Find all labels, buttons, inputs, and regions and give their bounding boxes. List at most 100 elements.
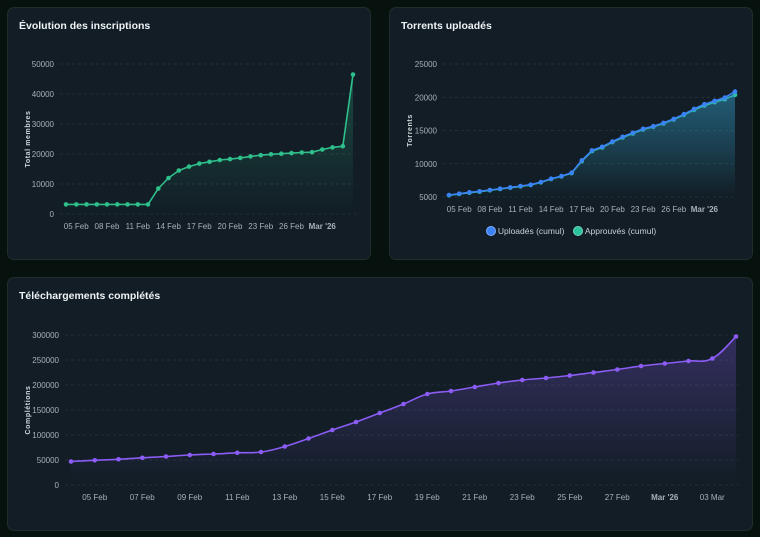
- data-point[interactable]: [691, 106, 697, 112]
- data-point[interactable]: [211, 451, 216, 457]
- data-point[interactable]: [733, 334, 739, 339]
- data-point[interactable]: [662, 361, 668, 366]
- data-point[interactable]: [538, 179, 544, 185]
- data-point[interactable]: [258, 449, 264, 455]
- data-point[interactable]: [258, 152, 264, 158]
- data-point[interactable]: [330, 427, 335, 433]
- data-point[interactable]: [401, 401, 406, 407]
- data-point[interactable]: [638, 363, 644, 369]
- data-point[interactable]: [207, 159, 212, 165]
- data-point[interactable]: [156, 186, 161, 191]
- data-point[interactable]: [140, 455, 145, 461]
- y-tick-label: 50000: [32, 60, 55, 69]
- data-point[interactable]: [163, 454, 169, 459]
- x-tick-label: 17 Feb: [569, 205, 594, 214]
- data-point[interactable]: [589, 148, 595, 153]
- data-point[interactable]: [599, 144, 605, 150]
- data-point[interactable]: [712, 98, 717, 104]
- data-point[interactable]: [84, 202, 89, 207]
- data-point[interactable]: [681, 111, 687, 117]
- data-point[interactable]: [425, 391, 430, 397]
- data-point[interactable]: [309, 149, 315, 155]
- data-point[interactable]: [630, 130, 636, 136]
- data-point[interactable]: [350, 72, 356, 77]
- data-point[interactable]: [591, 370, 596, 375]
- data-point[interactable]: [74, 202, 79, 207]
- data-point[interactable]: [353, 419, 359, 425]
- y-tick-label: 200000: [32, 381, 59, 390]
- data-point[interactable]: [548, 176, 554, 181]
- data-point[interactable]: [116, 457, 121, 462]
- data-point[interactable]: [446, 192, 452, 198]
- data-point[interactable]: [235, 450, 240, 456]
- data-point[interactable]: [63, 202, 69, 207]
- y-tick-label: 250000: [32, 356, 59, 365]
- data-point[interactable]: [651, 123, 656, 129]
- data-point[interactable]: [472, 384, 478, 390]
- data-point[interactable]: [115, 202, 120, 207]
- data-point[interactable]: [569, 170, 574, 175]
- data-point[interactable]: [448, 388, 454, 394]
- data-point[interactable]: [187, 452, 193, 458]
- data-point[interactable]: [145, 202, 151, 207]
- data-point[interactable]: [732, 89, 738, 94]
- data-point[interactable]: [282, 444, 288, 449]
- data-point[interactable]: [671, 116, 676, 122]
- data-point[interactable]: [686, 358, 691, 364]
- data-point[interactable]: [94, 202, 100, 207]
- data-point[interactable]: [620, 134, 625, 140]
- data-point[interactable]: [640, 126, 646, 132]
- data-point[interactable]: [299, 150, 305, 155]
- legend-label: Approuvés (cumul): [584, 226, 657, 236]
- legend-label: Uploadés (cumul): [497, 226, 565, 236]
- data-point[interactable]: [227, 156, 233, 162]
- y-tick-label: 0: [50, 210, 55, 219]
- data-point[interactable]: [467, 190, 472, 195]
- data-point[interactable]: [125, 202, 130, 207]
- data-point[interactable]: [610, 139, 615, 144]
- data-point[interactable]: [722, 95, 728, 100]
- data-point[interactable]: [238, 155, 243, 161]
- data-point[interactable]: [289, 150, 294, 156]
- legend-item-approved[interactable]: Approuvés (cumul): [572, 226, 657, 236]
- data-point[interactable]: [279, 151, 284, 156]
- data-point[interactable]: [579, 158, 585, 163]
- data-point[interactable]: [567, 373, 573, 378]
- legend-item-uploaded[interactable]: Uploadés (cumul): [485, 226, 565, 236]
- data-point[interactable]: [248, 154, 253, 159]
- data-point[interactable]: [330, 145, 335, 150]
- data-point[interactable]: [661, 120, 666, 126]
- data-point[interactable]: [487, 187, 493, 193]
- data-point[interactable]: [268, 152, 274, 157]
- legend-swatch-uploaded: [485, 226, 496, 236]
- x-tick-label: 08 Feb: [477, 205, 502, 214]
- data-point[interactable]: [176, 168, 182, 173]
- data-point[interactable]: [104, 202, 110, 207]
- data-point[interactable]: [702, 101, 707, 107]
- panel-inscriptions: Évolution des inscriptions 0 10000 20000 30…: [7, 7, 371, 260]
- data-point[interactable]: [320, 147, 325, 152]
- data-point[interactable]: [306, 436, 311, 441]
- data-point[interactable]: [186, 164, 192, 169]
- data-point[interactable]: [217, 157, 223, 163]
- data-point[interactable]: [197, 161, 202, 166]
- data-point[interactable]: [710, 356, 715, 361]
- data-point[interactable]: [543, 375, 549, 381]
- data-point[interactable]: [135, 202, 141, 207]
- data-point[interactable]: [559, 173, 564, 179]
- data-point[interactable]: [166, 175, 171, 181]
- x-tick-label: 05 Feb: [447, 205, 472, 214]
- data-point[interactable]: [68, 459, 74, 464]
- data-point[interactable]: [508, 185, 513, 190]
- data-point[interactable]: [615, 367, 620, 372]
- data-point[interactable]: [340, 143, 346, 149]
- data-point[interactable]: [518, 183, 523, 189]
- data-point[interactable]: [456, 191, 462, 196]
- data-point[interactable]: [92, 458, 98, 463]
- data-point[interactable]: [520, 377, 525, 383]
- data-point[interactable]: [497, 186, 503, 191]
- data-point[interactable]: [377, 410, 383, 416]
- data-point[interactable]: [496, 380, 501, 386]
- data-point[interactable]: [477, 189, 482, 194]
- data-point[interactable]: [528, 182, 533, 187]
